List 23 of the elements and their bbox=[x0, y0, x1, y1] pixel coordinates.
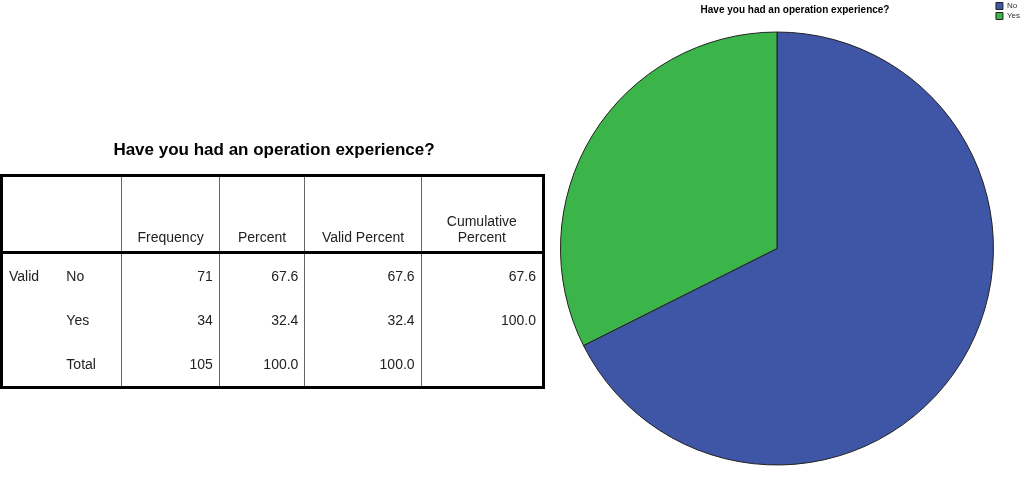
text: 34 bbox=[121, 298, 220, 342]
text: No bbox=[60, 252, 122, 298]
text: Frequency bbox=[121, 175, 220, 253]
text: Yes bbox=[60, 298, 122, 342]
text: 32.4 bbox=[304, 298, 422, 342]
text: 71 bbox=[121, 252, 220, 298]
text: Cumulative Percent bbox=[421, 175, 544, 253]
legend-label: Yes bbox=[1006, 11, 1021, 21]
text: 67.6 bbox=[421, 252, 544, 298]
text: 100.0 bbox=[421, 298, 544, 342]
chart-title: Have you had an operation experience? bbox=[700, 3, 890, 15]
text: Percent bbox=[219, 175, 305, 253]
text: Valid Percent bbox=[304, 175, 422, 253]
text: 67.6 bbox=[219, 252, 305, 298]
text: Valid bbox=[8, 267, 41, 286]
text: 105 bbox=[121, 342, 220, 388]
text: 100.0 bbox=[219, 342, 305, 388]
legend-label: No bbox=[1006, 1, 1018, 11]
text: Total bbox=[60, 342, 122, 388]
text: 100.0 bbox=[304, 342, 422, 388]
text: 32.4 bbox=[219, 298, 305, 342]
text: 67.6 bbox=[304, 252, 422, 298]
text: Have you had an operation experience? bbox=[112, 140, 436, 160]
